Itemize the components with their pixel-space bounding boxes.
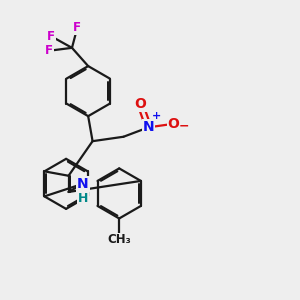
Text: CH₃: CH₃ <box>107 233 131 247</box>
Text: N: N <box>143 120 154 134</box>
Text: F: F <box>45 44 53 57</box>
Text: +: + <box>152 111 161 121</box>
Text: O: O <box>134 98 146 111</box>
Text: H: H <box>78 192 88 205</box>
Text: N: N <box>77 177 88 191</box>
Text: F: F <box>73 21 81 34</box>
Text: −: − <box>178 120 189 133</box>
Text: F: F <box>47 30 55 43</box>
Text: O: O <box>168 117 179 131</box>
